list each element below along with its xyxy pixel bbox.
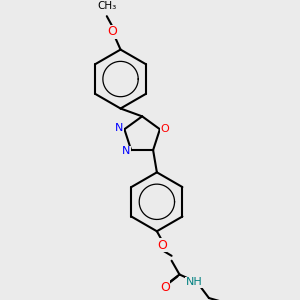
Text: N: N — [115, 123, 124, 133]
Text: O: O — [108, 26, 118, 38]
Text: NH: NH — [186, 277, 202, 287]
Text: O: O — [160, 124, 169, 134]
Text: CH₃: CH₃ — [97, 1, 116, 11]
Text: O: O — [157, 238, 167, 251]
Text: N: N — [122, 146, 130, 156]
Text: O: O — [160, 281, 170, 294]
